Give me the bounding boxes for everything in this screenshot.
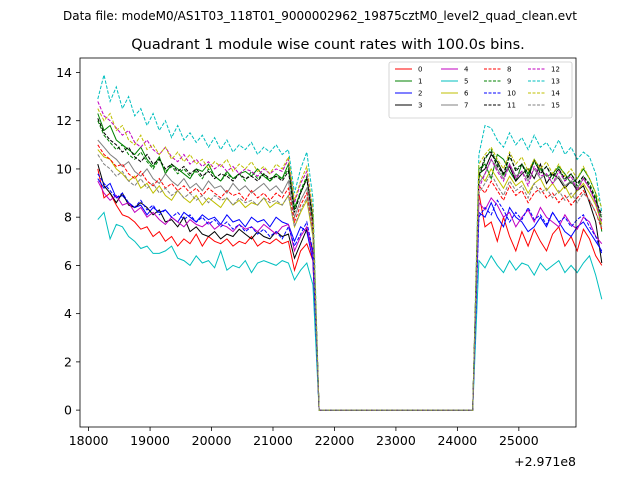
legend-label-9: 9 — [507, 78, 511, 86]
legend-label-4: 4 — [464, 66, 469, 74]
axes-frame — [79, 57, 577, 428]
legend-label-14: 14 — [551, 90, 560, 98]
legend-label-11: 11 — [507, 102, 516, 110]
x-offset-label: +2.971e8 — [514, 454, 576, 469]
y-tick-label: 4 — [64, 306, 72, 321]
x-tick-label: 20000 — [192, 433, 232, 448]
series-line-8 — [97, 144, 603, 411]
y-tick-label: 8 — [64, 210, 72, 225]
legend-label-8: 8 — [507, 66, 511, 74]
series-line-14 — [97, 108, 603, 411]
series-line-10 — [97, 173, 603, 411]
x-tick-label: 22000 — [315, 433, 355, 448]
x-tick-label: 18000 — [69, 433, 109, 448]
y-tick-label: 10 — [56, 161, 72, 176]
legend-label-2: 2 — [418, 90, 422, 98]
series-line-12 — [97, 101, 603, 411]
y-axis-ticks: 0 2 4 6 8 10 12 14 — [56, 65, 80, 418]
legend-label-13: 13 — [551, 78, 560, 86]
legend-label-12: 12 — [551, 66, 560, 74]
x-tick-label: 21000 — [253, 433, 293, 448]
legend-label-0: 0 — [418, 66, 422, 74]
series-line-0 — [97, 168, 603, 411]
y-tick-label: 0 — [64, 403, 72, 418]
plot-lines — [97, 74, 603, 411]
legend-label-7: 7 — [464, 102, 468, 110]
x-tick-label: 24000 — [437, 433, 477, 448]
legend-label-6: 6 — [464, 90, 469, 98]
data-file-suptitle: Data file: modeM0/AS1T03_118T01_90000029… — [63, 9, 577, 23]
series-line-2 — [97, 178, 603, 411]
y-tick-label: 6 — [64, 258, 72, 273]
x-axis-ticks: 18000 19000 20000 21000 22000 23000 24000 25000 — [69, 427, 539, 448]
x-tick-label: 25000 — [499, 433, 539, 448]
series-line-15 — [97, 154, 603, 411]
legend-label-1: 1 — [418, 78, 422, 86]
x-tick-label: 23000 — [376, 433, 416, 448]
legend-label-5: 5 — [464, 78, 468, 86]
legend-label-3: 3 — [418, 102, 422, 110]
series-line-3 — [97, 153, 603, 411]
series-line-9 — [97, 120, 603, 411]
legend-label-10: 10 — [507, 90, 516, 98]
y-tick-label: 2 — [64, 354, 72, 369]
series-line-6 — [97, 149, 603, 411]
legend-label-15: 15 — [551, 102, 560, 110]
x-tick-label: 19000 — [130, 433, 170, 448]
legend-frame — [388, 61, 573, 119]
chart-title: Quadrant 1 module wise count rates with … — [131, 37, 525, 53]
series-line-11 — [97, 118, 603, 411]
y-tick-label: 14 — [56, 65, 72, 80]
y-tick-label: 12 — [56, 113, 72, 128]
